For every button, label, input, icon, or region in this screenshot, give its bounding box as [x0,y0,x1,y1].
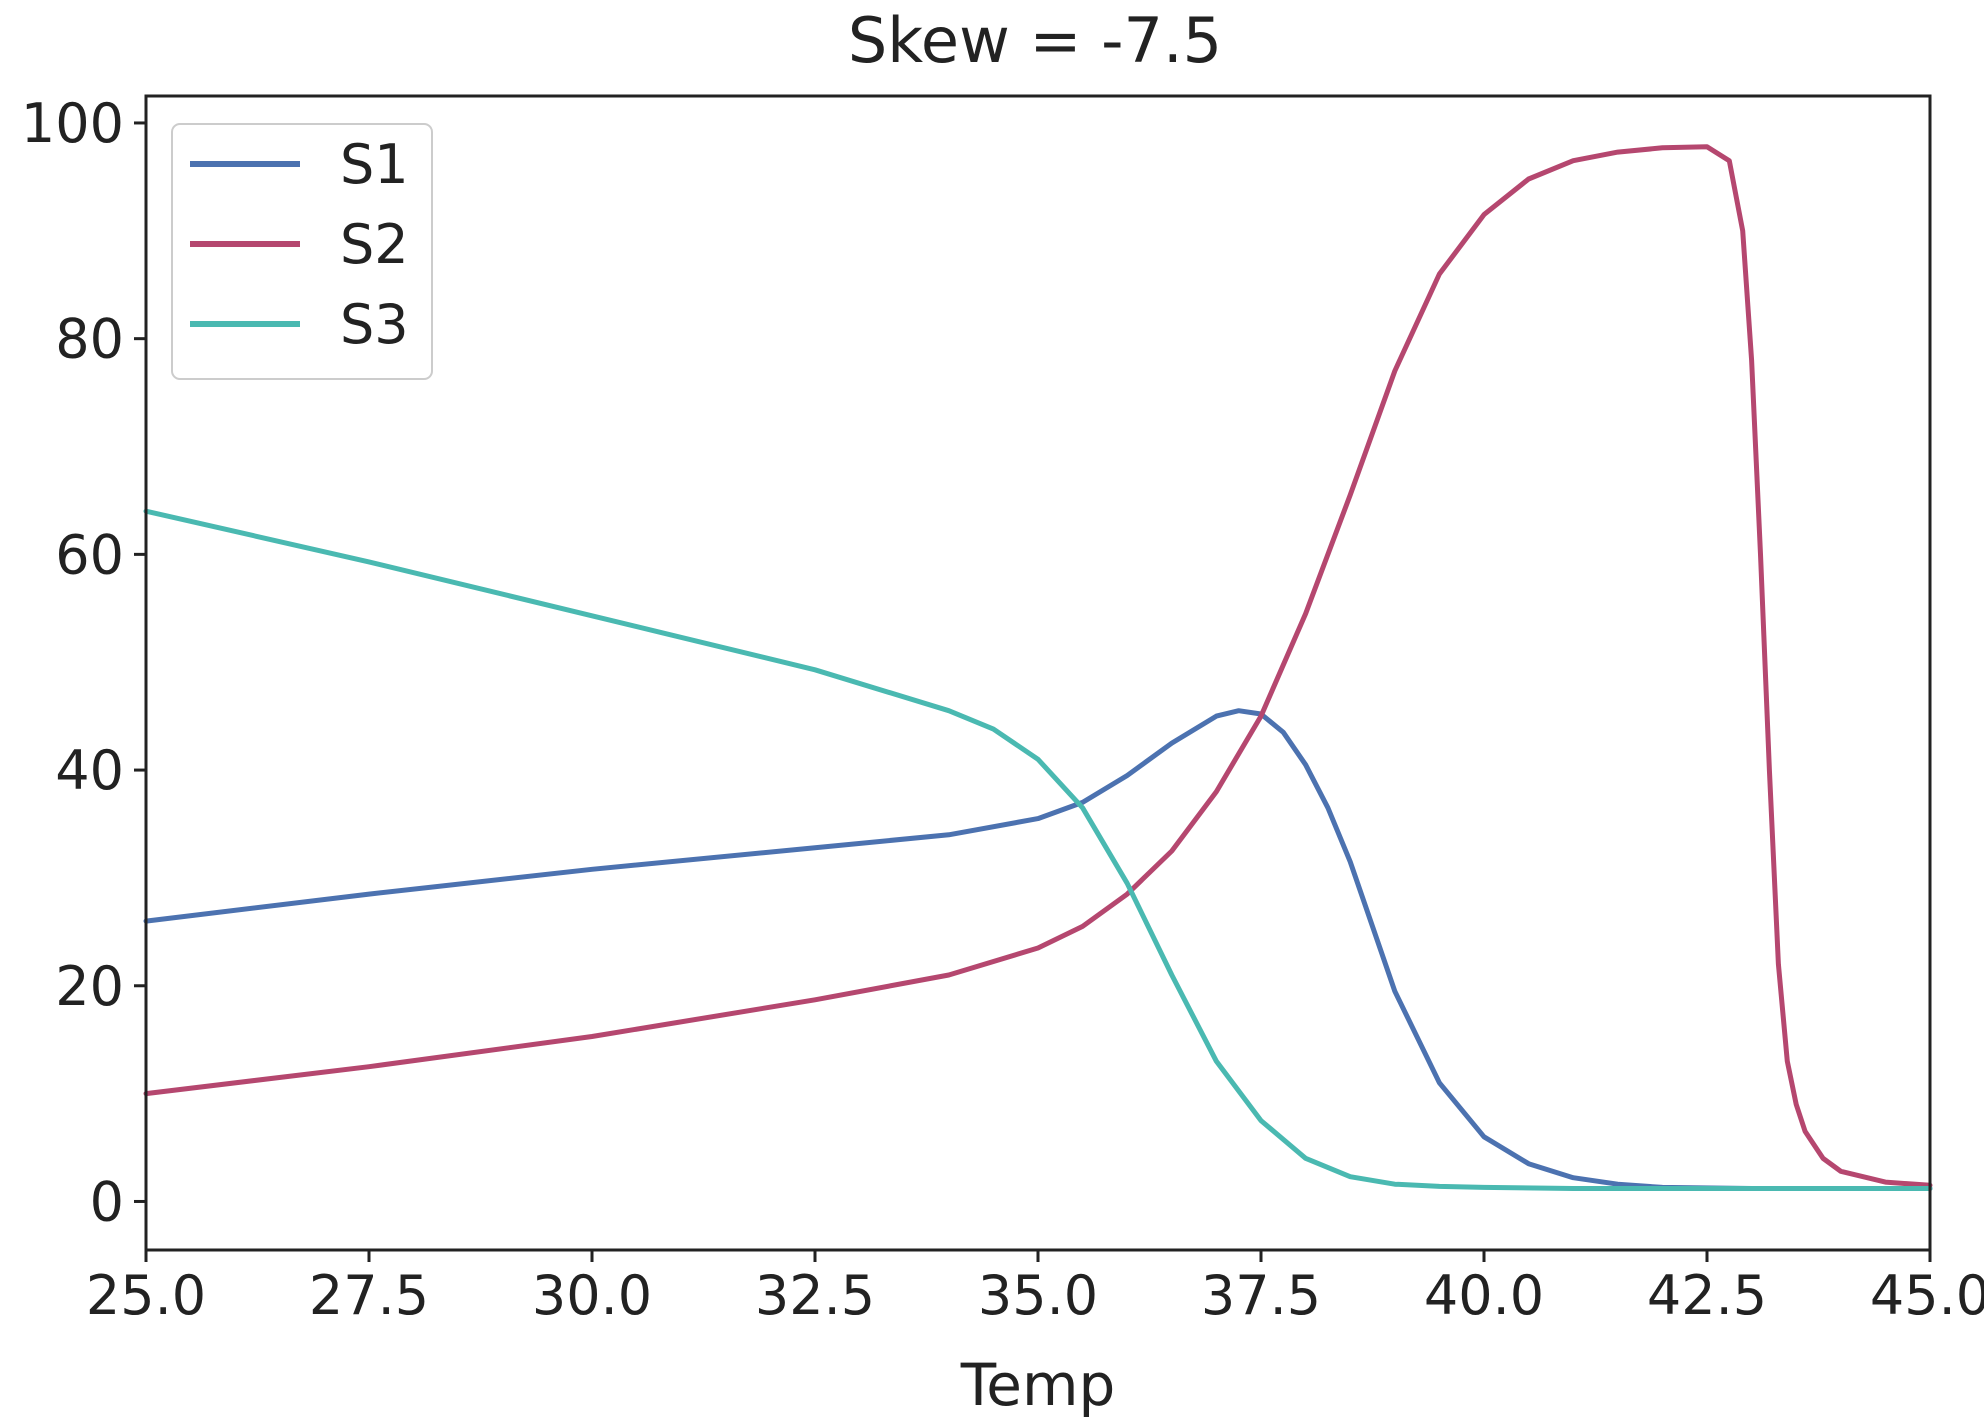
y-tick-label: 40 [55,739,124,802]
x-tick-label: 37.5 [1201,1264,1321,1327]
series-line-s2 [143,144,1933,1188]
y-tick-label: 80 [55,308,124,371]
legend-label-s2: S2 [340,213,409,276]
y-tick-label: 100 [21,92,124,155]
series-layer [143,144,1933,1191]
x-tick-label: 45.0 [1870,1264,1984,1327]
legend: S1 S2 S3 [171,123,433,380]
x-axis-label: Temp [960,1351,1116,1419]
series-line-s3 [143,508,1933,1191]
x-tick-label: 40.0 [1424,1264,1544,1327]
y-axis: 0 20 40 60 80 100 [21,92,146,1233]
y-tick-label: 60 [55,523,124,586]
x-tick-label: 32.5 [755,1264,875,1327]
y-tick-label: 20 [55,955,124,1018]
x-tick-label: 35.0 [978,1264,1098,1327]
series-line-s1 [143,708,1933,1191]
chart-title: Skew = -7.5 [848,4,1222,77]
y-tick-label: 0 [90,1170,124,1233]
legend-box [171,123,433,380]
x-tick-label: 27.5 [309,1264,429,1327]
legend-label-s1: S1 [340,133,409,196]
x-tick-label: 25.0 [86,1264,206,1327]
legend-label-s3: S3 [340,293,409,356]
x-tick-label: 30.0 [532,1264,652,1327]
x-axis: 25.0 27.5 30.0 32.5 35.0 37.5 40.0 42.5 45.0 [86,1250,1984,1327]
x-tick-label: 42.5 [1647,1264,1767,1327]
